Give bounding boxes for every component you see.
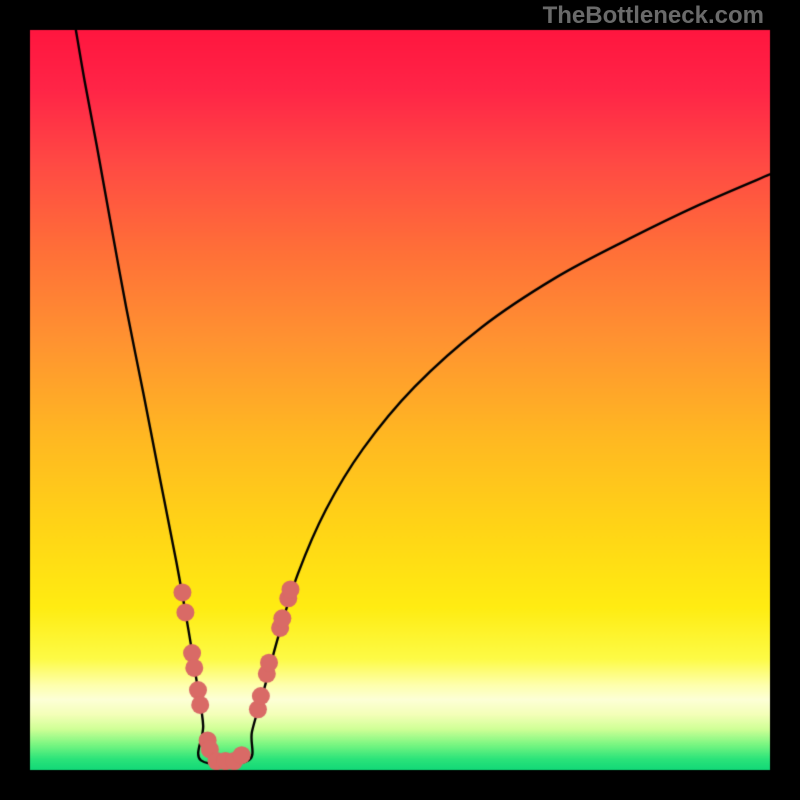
watermark-text: TheBottleneck.com bbox=[543, 2, 764, 30]
bottleneck-v-curve-chart bbox=[0, 0, 800, 800]
chart-stage: TheBottleneck.com bbox=[0, 0, 800, 800]
